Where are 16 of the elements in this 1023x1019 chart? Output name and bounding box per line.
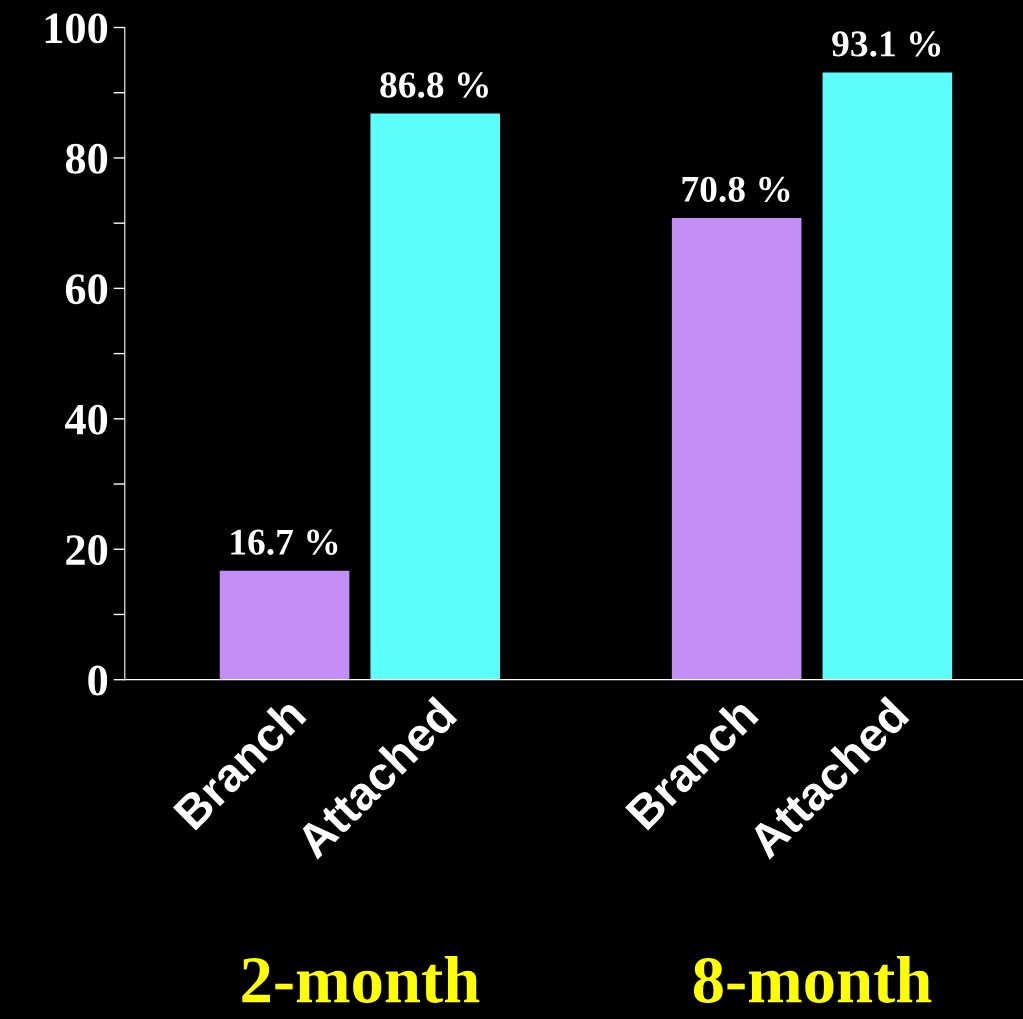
data-label: 16.7 % — [231, 529, 338, 555]
text: 8-month — [693, 955, 932, 1003]
bar — [671, 217, 802, 680]
y-tick-label: 20 — [66, 535, 108, 566]
bar — [822, 72, 953, 680]
text: 2-month — [242, 955, 480, 1003]
bar — [370, 113, 501, 680]
bar — [219, 570, 350, 680]
y-tick-label: 0 — [88, 665, 108, 696]
y-tick-label: 80 — [65, 143, 108, 174]
y-tick-label: 100 — [45, 13, 108, 44]
y-tick-label: 60 — [65, 274, 108, 305]
data-label: 70.8 % — [682, 176, 790, 203]
data-label: 86.8 % — [380, 72, 488, 98]
y-tick-label: 40 — [65, 404, 108, 435]
data-label: 93.1 % — [832, 31, 941, 57]
